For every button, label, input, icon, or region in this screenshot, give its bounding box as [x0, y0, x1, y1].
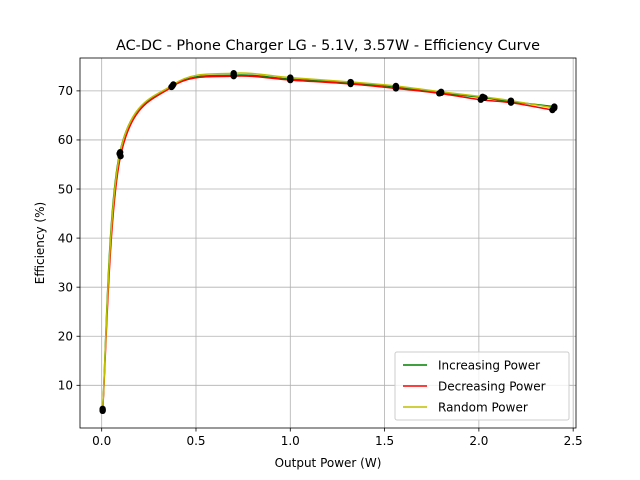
data-point-random-power — [99, 405, 106, 413]
data-point-random-power — [347, 78, 354, 86]
legend: Increasing Power Decreasing Power Random P… — [394, 351, 570, 421]
legend-label-random-power: Random Power — [438, 400, 528, 414]
data-point-random-power — [479, 93, 486, 100]
legend-label-increasing-power: Increasing Power — [438, 358, 540, 372]
y-tick-label: 40 — [58, 231, 73, 245]
legend-frame — [394, 351, 570, 421]
x-tick-label: 2.5 — [564, 434, 583, 448]
data-point-random-power — [170, 81, 177, 88]
plot-frame — [79, 57, 577, 429]
data-point-random-power — [507, 97, 515, 104]
data-point-random-power — [437, 88, 445, 96]
data-point-random-power — [287, 74, 294, 81]
grid-lines — [80, 58, 576, 428]
y-tick-label: 70 — [58, 84, 73, 98]
y-axis-label: Efficiency (%) — [33, 202, 47, 284]
y-tick-label: 20 — [58, 330, 73, 344]
data-point-random-power — [230, 70, 237, 77]
x-tick-label: 0.5 — [186, 434, 205, 448]
y-tick-label: 50 — [58, 182, 73, 196]
y-tick-label: 10 — [58, 379, 73, 393]
x-tick-label: 1.0 — [281, 434, 300, 448]
chart-title: AC-DC - Phone Charger LG - 5.1V, 3.57W -… — [116, 38, 540, 54]
y-tick-label: 30 — [58, 280, 73, 294]
series-group — [99, 70, 558, 415]
x-tick-label: 0.0 — [92, 434, 111, 448]
x-axis-label: Output Power (W) — [275, 456, 382, 470]
y-tick-label: 60 — [58, 133, 73, 147]
y-axis-ticks: 10 20 30 40 50 60 70 — [58, 84, 80, 393]
data-point-random-power — [551, 104, 558, 112]
data-point-random-power — [392, 82, 400, 90]
x-tick-label: 1.5 — [375, 434, 394, 448]
data-point-random-power — [116, 149, 124, 156]
legend-label-decreasing-power: Decreasing Power — [438, 379, 546, 393]
x-axis-ticks: 0.0 0.5 1.0 1.5 2.0 2.5 — [92, 428, 583, 448]
x-tick-label: 2.0 — [469, 434, 488, 448]
